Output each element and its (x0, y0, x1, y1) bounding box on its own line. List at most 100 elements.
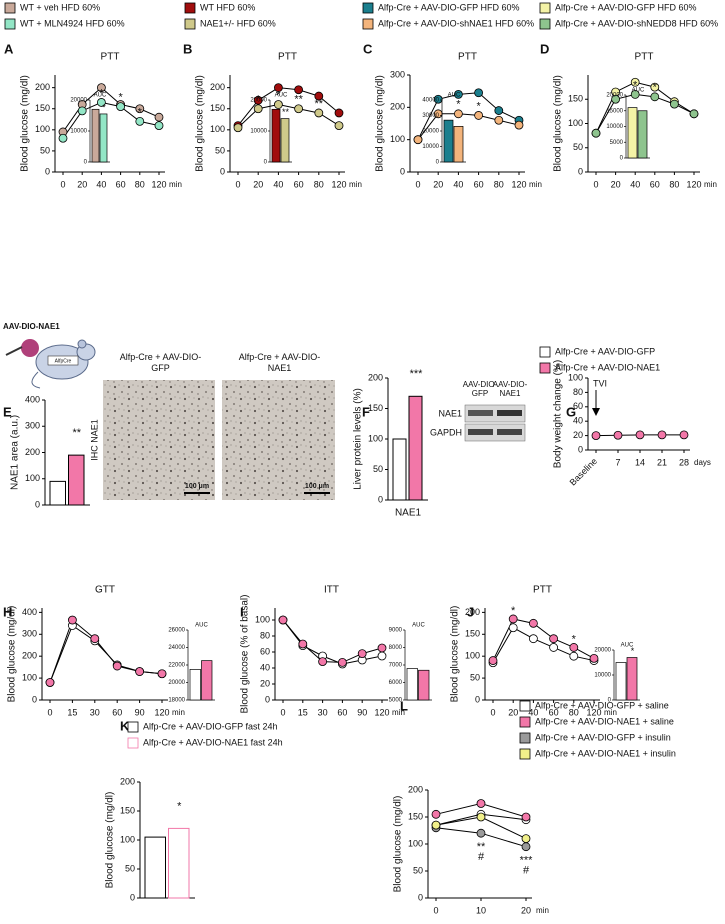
data-point (253, 95, 263, 105)
x-unit: min (349, 180, 362, 189)
x-tick-label: 40 (96, 179, 106, 189)
data-point (357, 649, 367, 658)
y-tick-label: 0 (400, 166, 405, 176)
bar (168, 827, 190, 899)
x-tick-label: 120 (374, 707, 389, 717)
data-point (569, 651, 579, 661)
y-tick-label: 200 (390, 102, 405, 112)
y-tick-label: 100 (408, 838, 423, 848)
y-tick-label: 400 (25, 394, 40, 404)
inset-annotation: ** (282, 107, 290, 117)
data-point (334, 121, 344, 131)
x-unit: min (529, 180, 542, 189)
x-unit: min (169, 180, 182, 189)
y-tick-label: 80 (573, 387, 583, 397)
data-point (589, 653, 599, 663)
inset-bar (280, 118, 290, 163)
bar (408, 395, 423, 501)
legend-swatch (519, 748, 531, 760)
y-tick-label: 0 (475, 694, 480, 704)
legend-swatch (184, 2, 196, 14)
data-point (253, 104, 263, 114)
inset-y-tick-label: 0 (436, 160, 440, 166)
data-point (314, 91, 324, 101)
data-point (58, 133, 68, 143)
annotation: * (476, 100, 481, 112)
y-axis-label: Blood glucose (mg/dl) (20, 75, 31, 172)
data-point (431, 809, 441, 819)
data-point (635, 430, 645, 440)
panel-letter: C (363, 41, 373, 56)
x-tick-label: 28 (679, 457, 689, 467)
panel-letter: D (540, 41, 549, 56)
data-point (413, 135, 423, 145)
x-tick-label: 0 (235, 179, 240, 189)
data-point (77, 106, 87, 116)
x-tick-label: 0 (415, 179, 420, 189)
inset-y-tick-label: 20000 (70, 98, 87, 104)
y-tick-label: 50 (125, 863, 135, 873)
legend-label: Alfp-Cre + AAV-DIO-NAE1 fast 24h (143, 737, 283, 747)
legend-swatch (539, 2, 551, 14)
y-tick-label: 50 (40, 145, 50, 155)
data-point (273, 83, 283, 93)
data-point (508, 623, 518, 633)
annotation: * (256, 94, 261, 106)
annotation: * (118, 92, 123, 104)
data-point (154, 121, 164, 131)
y-tick-label: 100 (465, 651, 480, 661)
western-blot (464, 404, 526, 442)
inset-y-tick-label: 10000 (594, 673, 611, 679)
data-point (112, 661, 122, 671)
inset-title: AUC (412, 623, 425, 629)
legend-swatch (519, 700, 531, 712)
series-line (492, 627, 595, 664)
chart-title: PTT (101, 52, 120, 63)
series-line (49, 624, 163, 683)
legend-swatch (127, 721, 139, 733)
inset-y-tick-label: 0 (84, 160, 88, 166)
inset-title: AUC (275, 93, 288, 99)
y-tick-label: 100 (22, 672, 37, 682)
inset-bar (271, 108, 281, 163)
y-tick-label: 150 (35, 103, 50, 113)
construct-label: AAV-DIO-NAE1 (3, 322, 60, 331)
data-point (591, 128, 601, 138)
data-point (549, 634, 558, 644)
data-point (97, 98, 106, 107)
y-tick-label: 0 (265, 694, 270, 704)
y-tick-label: 50 (470, 672, 480, 682)
x-tick-label: 15 (67, 707, 77, 717)
series-line (49, 619, 163, 683)
x-tick-label: 40 (528, 707, 538, 717)
inset-bar (627, 107, 638, 159)
y-tick-label: 150 (408, 811, 423, 821)
legend-label: Alfp-Cre + AAV-DIO-GFP + saline (535, 700, 669, 710)
x-tick-label: 60 (650, 179, 660, 189)
y-tick-label: 40 (260, 662, 270, 672)
x-tick-label: 15 (298, 707, 308, 717)
inset-y-tick-label: 5000 (389, 698, 403, 704)
chart-title: PTT (278, 52, 297, 63)
inset-annotation: * (102, 102, 106, 112)
inset-y-tick-label: 15000 (606, 108, 623, 114)
x-tick-label: 20 (77, 179, 87, 189)
y-tick-label: 0 (32, 694, 37, 704)
annotation: ** (315, 98, 324, 110)
legend-swatch (519, 716, 531, 728)
inset-bar (615, 662, 627, 701)
inset-title: AUC (632, 88, 645, 94)
x-tick-label: 60 (549, 707, 559, 717)
x-tick-label: 120 (154, 707, 169, 717)
y-tick-label: 150 (210, 103, 225, 113)
data-point (116, 102, 125, 112)
x-tick-label: 0 (60, 179, 65, 189)
inset-y-tick-label: 20000 (606, 93, 623, 99)
data-point (233, 123, 243, 133)
legend-label: WT + veh HFD 60% (20, 2, 100, 12)
annotation: * (99, 87, 104, 99)
y-tick-label: 300 (390, 69, 405, 79)
data-point (494, 106, 504, 115)
data-point (453, 109, 463, 119)
data-point (514, 120, 524, 130)
